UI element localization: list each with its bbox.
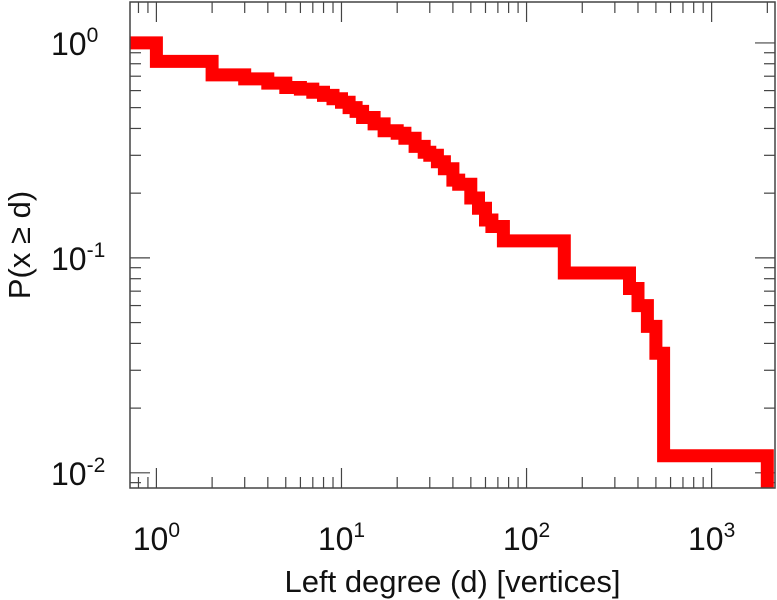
- y-tick-label: 10-2: [51, 454, 105, 492]
- x-axis-label: Left degree (d) [vertices]: [285, 564, 621, 599]
- y-tick-labels: 100 10-1 10-2: [51, 24, 105, 492]
- series-layer: [130, 36, 774, 488]
- y-tick-label: 100: [51, 24, 98, 62]
- plot-frame: [129, 1, 776, 489]
- x-tick-label: 102: [503, 519, 550, 557]
- y-tick-label: 10-1: [51, 239, 105, 277]
- y-axis-label: P(x ≥ d): [2, 191, 37, 299]
- x-tick-label: 101: [318, 519, 365, 557]
- x-tick-labels: 100 101 102 103: [133, 519, 736, 557]
- series-line-0: [130, 36, 774, 488]
- x-tick-label: 103: [688, 519, 735, 557]
- x-tick-label: 100: [133, 519, 180, 557]
